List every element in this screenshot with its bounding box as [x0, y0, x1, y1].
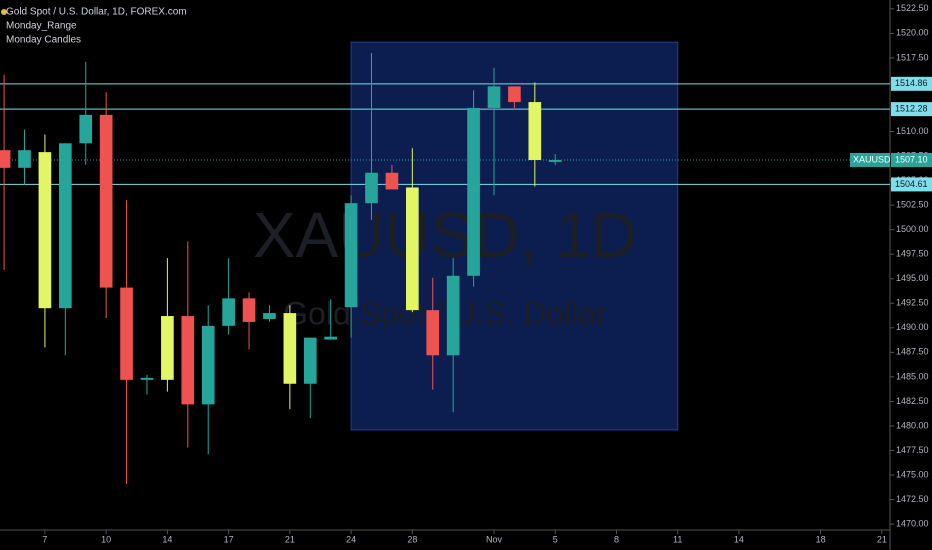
candle-body — [303, 337, 317, 384]
candle-body — [38, 152, 52, 309]
candle-body — [365, 172, 378, 204]
candle-body — [201, 325, 215, 405]
y-tick-label: 1492.50 — [896, 298, 929, 308]
y-tick-label: 1520.00 — [896, 28, 929, 38]
x-tick-label: 11 — [673, 534, 682, 544]
y-tick-label: 1482.50 — [896, 396, 929, 406]
candle-body — [18, 150, 31, 168]
x-tick-label: 17 — [224, 534, 234, 544]
y-tick-label: 1510.00 — [896, 126, 929, 136]
candle-body — [58, 143, 72, 309]
y-tick-label: 1487.50 — [896, 347, 929, 357]
candle-body — [283, 313, 297, 384]
price-label-box — [891, 102, 932, 117]
x-tick-label: 24 — [346, 534, 356, 544]
y-tick-label: 1495.00 — [896, 273, 929, 283]
price-label: 1504.61 — [895, 179, 928, 189]
symbol-icon — [1, 9, 7, 15]
candle-body — [426, 310, 440, 356]
x-tick-label: 10 — [101, 534, 111, 544]
candle-body — [487, 86, 501, 108]
y-tick-label: 1477.50 — [896, 445, 929, 455]
price-label-box — [891, 177, 932, 192]
watermark: XAUUSD, 1D Gold Spot / U.S. Dollar — [253, 199, 637, 332]
x-tick-label: 8 — [614, 534, 619, 544]
candle-body — [0, 150, 11, 168]
candle-body — [242, 298, 256, 322]
candle-body — [385, 172, 399, 190]
price-label: 1512.28 — [895, 104, 928, 114]
last-price-label: 1507.10 — [895, 154, 928, 164]
candle-body — [140, 377, 154, 380]
x-tick-label: 21 — [285, 534, 295, 544]
candle-body — [467, 107, 480, 276]
candle-body — [344, 203, 358, 308]
candle-body — [181, 316, 195, 405]
candle-body — [446, 275, 460, 356]
symbol-label: XAUUSD — [853, 154, 891, 164]
y-tick-label: 1517.50 — [896, 52, 929, 62]
candle-body — [161, 316, 174, 380]
y-tick-label: 1475.00 — [896, 469, 929, 479]
y-tick-label: 1472.50 — [896, 494, 929, 504]
y-tick-label: 1500.00 — [896, 224, 929, 234]
x-tick-label: 14 — [734, 534, 744, 544]
candle-body — [79, 114, 93, 144]
candle-body — [406, 187, 419, 311]
price-label-box — [891, 76, 932, 91]
candle-body — [263, 313, 276, 319]
x-tick-label: 28 — [407, 534, 417, 544]
candle-body — [548, 159, 562, 162]
price-label: 1514.86 — [895, 78, 928, 88]
x-tick-label: 18 — [816, 534, 826, 544]
x-tick-label: 5 — [553, 534, 558, 544]
candle-body — [222, 298, 235, 326]
y-tick-label: 1480.00 — [896, 420, 929, 430]
candle-body — [324, 336, 338, 340]
x-tick-label: 21 — [877, 534, 887, 544]
y-tick-label: 1490.00 — [896, 322, 929, 332]
last-price-box — [891, 152, 932, 167]
candle-body — [508, 86, 521, 103]
x-tick-label: Nov — [486, 534, 503, 544]
legend-indicator: Monday_Range — [6, 21, 77, 32]
candle-body — [99, 114, 113, 288]
y-tick-label: 1470.00 — [896, 518, 929, 528]
watermark-description: Gold Spot / U.S. Dollar — [283, 295, 607, 331]
x-tick-label: 14 — [162, 534, 172, 544]
candle-body — [528, 102, 542, 160]
candle-body — [120, 287, 133, 380]
legend-title: Gold Spot / U.S. Dollar, 1D, FOREX.com — [6, 7, 187, 18]
symbol-label-box — [850, 152, 890, 167]
legend-indicator: Monday Candles — [6, 35, 81, 46]
y-tick-label: 1522.50 — [896, 3, 929, 13]
y-tick-label: 1497.50 — [896, 249, 929, 259]
y-tick-label: 1485.00 — [896, 371, 929, 381]
y-tick-label: 1502.50 — [896, 200, 929, 210]
x-tick-label: 7 — [42, 534, 47, 544]
watermark-symbol: XAUUSD, 1D — [253, 199, 637, 271]
